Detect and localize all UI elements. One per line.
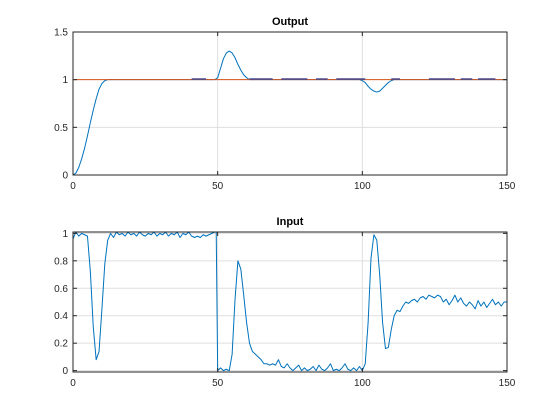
input-axes-frame — [72, 231, 508, 373]
input-x-tick-label: 150 — [499, 378, 516, 389]
output-x-tick-label: 150 — [499, 181, 516, 192]
input-plot-area: 0 50 100 150 0 0.2 0.4 0.6 0.8 1 — [54, 229, 516, 389]
output-plot-area: 0 50 100 150 0 0.5 1 1.5 — [54, 28, 516, 193]
output-chart-title: Output — [272, 16, 308, 28]
output-y-tick-label: 1.5 — [54, 28, 68, 39]
output-y-tick-label: 0.5 — [54, 123, 68, 134]
output-axes-background — [73, 32, 507, 175]
output-y-tick-label: 0 — [62, 171, 68, 182]
input-chart: Input 0 50 100 150 0 0.2 0.4 0.6 0.8 1 — [54, 216, 516, 389]
input-y-tick-label: 1 — [62, 229, 68, 240]
input-y-tick-label: 0.4 — [54, 311, 68, 322]
input-series-group — [73, 231, 507, 372]
output-series-group — [73, 50, 507, 176]
input-y-tick-label: 0.2 — [54, 339, 68, 350]
output-x-tick-label: 0 — [70, 181, 76, 192]
output-y-tick-label: 1 — [62, 75, 68, 86]
input-y-tick-label: 0.6 — [54, 284, 68, 295]
output-x-tick-label: 50 — [212, 181, 224, 192]
input-x-tick-label: 50 — [212, 378, 224, 389]
output-x-tick-label: 100 — [354, 181, 371, 192]
input-chart-title: Input — [277, 216, 304, 228]
output-chart: Output 0 50 100 150 0 0.5 1 1.5 — [54, 16, 516, 192]
input-series-0-line — [73, 231, 507, 372]
input-axes-background — [73, 232, 507, 372]
output-axes-frame — [72, 31, 508, 176]
input-x-tick-label: 0 — [70, 378, 76, 389]
input-x-tick-label: 100 — [354, 378, 371, 389]
input-y-tick-label: 0 — [62, 366, 68, 377]
output-series-0-line — [73, 50, 507, 176]
input-y-tick-label: 0.8 — [54, 256, 68, 267]
